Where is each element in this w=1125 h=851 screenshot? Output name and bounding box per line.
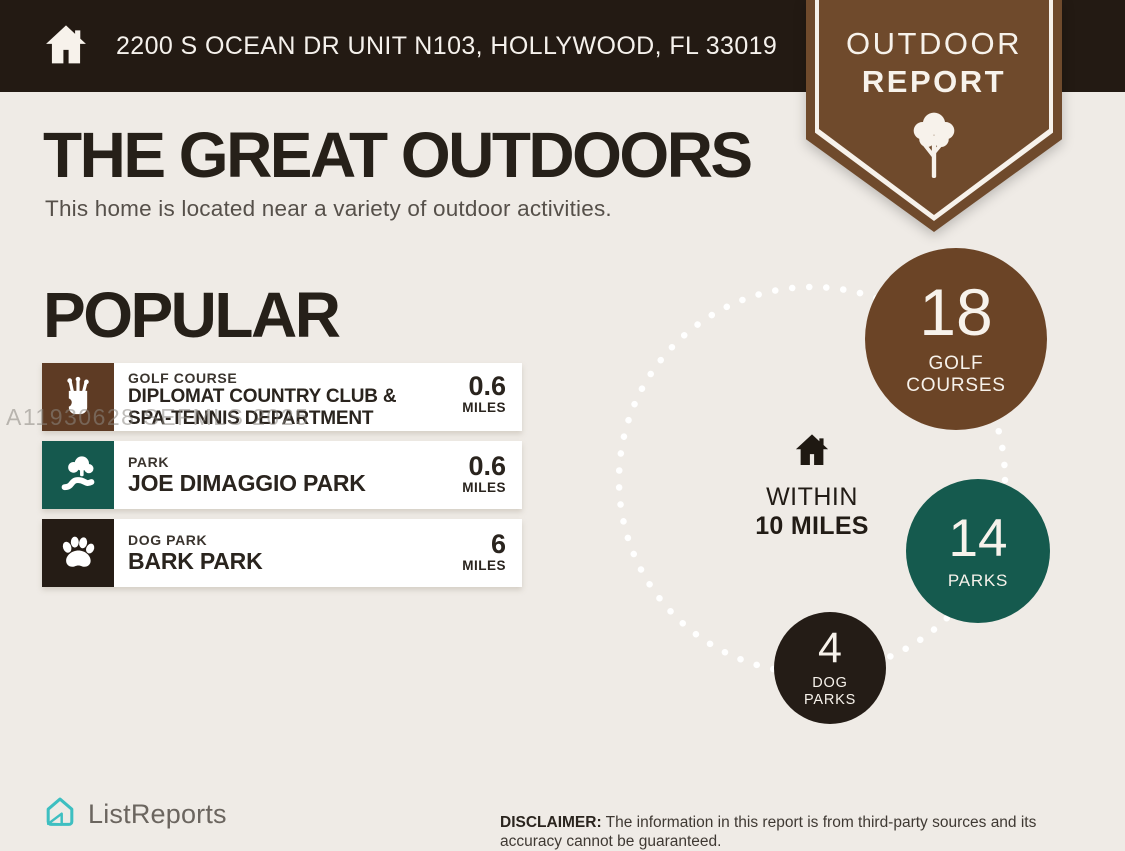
page-title: THE GREAT OUTDOORS [43,118,751,192]
golf-bag-icon [42,363,114,431]
property-address: 2200 S OCEAN DR UNIT N103, HOLLYWOOD, FL… [116,32,777,61]
item-distance-unit: MILES [420,400,506,415]
radius-distance-label: 10 MILES [722,512,902,541]
stat-label-line: COURSES [906,375,1006,397]
item-name: JOE DIMAGGIO PARK [128,470,414,497]
item-category: PARK [128,454,414,470]
within-label: WITHIN [722,483,902,512]
item-distance: 0.6 [420,373,506,400]
park-tree-icon [42,441,114,509]
stat-label-line: PARKS [804,692,856,709]
radius-label-block: WITHIN 10 MILES [722,430,902,541]
listreports-logo-icon [42,794,78,835]
list-item-golf-course: GOLF COURSE DIPLOMAT COUNTRY CLUB & SPA-… [42,363,522,431]
list-item-park: PARK JOE DIMAGGIO PARK 0.6 MILES [42,441,522,509]
stat-label-line: GOLF [906,353,1006,375]
tree-icon [806,108,1062,191]
disclaimer: DISCLAIMER: The information in this repo… [500,813,1085,851]
item-name: BARK PARK [128,548,414,575]
stat-golf-courses: 18 GOLF COURSES [865,248,1047,430]
badge-title-line2: REPORT [806,64,1062,100]
disclaimer-label: DISCLAIMER: [500,814,602,831]
home-icon-small [789,459,835,476]
item-category: DOG PARK [128,532,414,548]
home-icon [40,15,92,77]
stat-label-line: PARKS [948,571,1008,591]
badge-title-line1: OUTDOOR [806,26,1062,62]
list-item-dog-park: DOG PARK BARK PARK 6 MILES [42,519,522,587]
stat-parks: 14 PARKS [906,479,1050,623]
popular-heading: POPULAR [43,278,338,352]
stat-value: 4 [818,627,842,670]
page-subtitle: This home is located near a variety of o… [45,196,612,222]
stat-dog-parks: 4 DOG PARKS [774,612,886,724]
stat-value: 14 [949,512,1008,565]
listreports-logo: ListReports [42,794,227,835]
item-distance: 0.6 [420,453,506,480]
outdoor-report-badge: OUTDOOR REPORT [806,0,1062,232]
popular-list: GOLF COURSE DIPLOMAT COUNTRY CLUB & SPA-… [42,363,522,597]
stat-label-line: DOG [804,675,856,692]
item-distance: 6 [420,531,506,558]
item-distance-unit: MILES [420,480,506,495]
paw-icon [42,519,114,587]
item-distance-unit: MILES [420,558,506,573]
item-category: GOLF COURSE [128,370,414,386]
stat-value: 18 [919,279,992,345]
item-name: DIPLOMAT COUNTRY CLUB & SPA-TENNIS DEPAR… [128,386,414,430]
brand-name: ListReports [88,799,227,830]
